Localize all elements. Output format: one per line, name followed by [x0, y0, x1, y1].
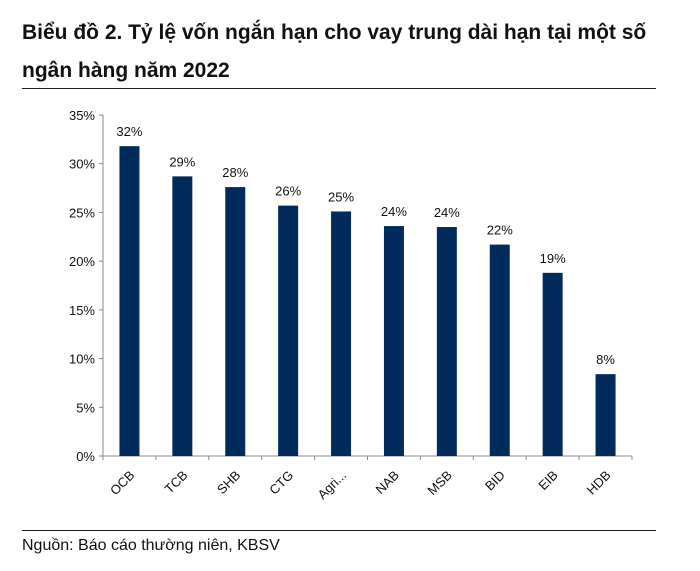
- source-note: Nguồn: Báo cáo thường niên, KBSV: [22, 537, 280, 554]
- y-tick-label: 35%: [69, 108, 95, 123]
- data-label: 29%: [169, 154, 195, 169]
- data-label: 24%: [381, 204, 407, 219]
- data-label: 19%: [540, 251, 566, 266]
- x-tick-label: MSB: [424, 468, 455, 499]
- bar: [436, 227, 457, 456]
- bar: [172, 176, 193, 456]
- bottom-divider: [22, 530, 656, 531]
- y-tick-label: 0%: [76, 449, 95, 464]
- bar: [225, 187, 246, 456]
- data-label: 26%: [275, 184, 301, 199]
- y-tick-label: 25%: [69, 205, 95, 220]
- top-divider: [22, 88, 656, 89]
- x-tick-label: BID: [482, 468, 508, 494]
- x-tick-label: NAB: [373, 468, 403, 498]
- bar: [489, 244, 510, 456]
- y-tick-label: 30%: [69, 157, 95, 172]
- y-tick-label: 15%: [69, 303, 95, 318]
- y-tick-label: 5%: [76, 400, 95, 415]
- chart-title: Biểu đồ 2. Tỷ lệ vốn ngắn hạn cho vay tr…: [22, 21, 647, 82]
- bar: [542, 272, 563, 456]
- data-label: 28%: [222, 165, 248, 180]
- x-tick-label: TCB: [161, 468, 190, 497]
- x-tick-label: OCB: [107, 468, 138, 499]
- x-tick-label: CTG: [266, 468, 296, 498]
- bar: [383, 226, 404, 456]
- bar: [119, 146, 140, 457]
- x-tick-label: EIB: [535, 468, 560, 493]
- data-label: 25%: [328, 189, 354, 204]
- bar: [331, 211, 352, 456]
- x-tick-label: Agri...: [315, 468, 350, 503]
- y-tick-label: 10%: [69, 352, 95, 367]
- data-label: 24%: [434, 205, 460, 220]
- bar: [595, 374, 616, 456]
- data-label: 32%: [116, 124, 142, 139]
- bar: [278, 205, 299, 456]
- data-label: 22%: [487, 223, 513, 238]
- data-label: 8%: [596, 352, 615, 367]
- y-tick-label: 20%: [69, 254, 95, 269]
- x-tick-label: HDB: [584, 468, 614, 498]
- x-tick-label: SHB: [214, 468, 244, 498]
